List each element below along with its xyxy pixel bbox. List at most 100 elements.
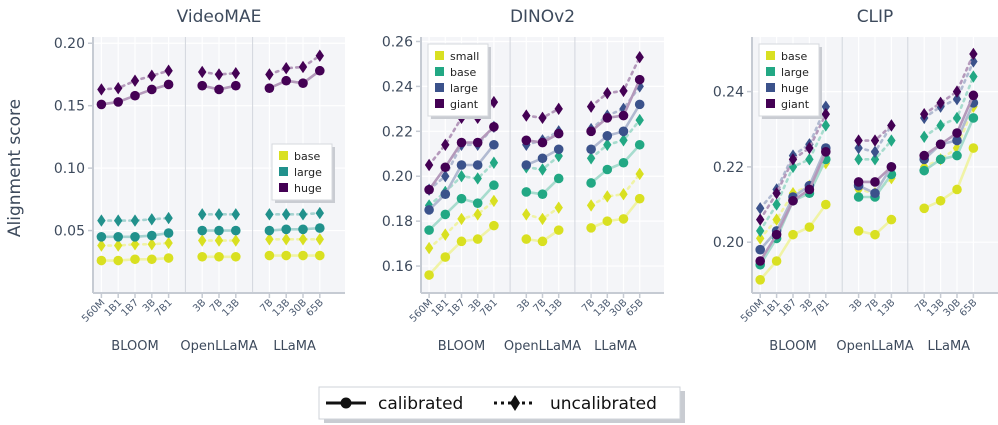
uncalibrated-point: [603, 86, 612, 100]
calibrated-point: [618, 126, 629, 137]
calibrated-point: [952, 150, 962, 161]
calibrated-point: [298, 224, 308, 235]
legend-swatch: [766, 83, 775, 92]
uncalibrated-point: [854, 134, 863, 147]
uncalibrated-point: [952, 111, 962, 125]
calibrated-point: [489, 220, 499, 231]
uncalibrated-point: [489, 95, 499, 109]
calibrated-point: [804, 184, 815, 195]
uncalibrated-point: [298, 208, 308, 221]
uncalibrated-point: [586, 100, 596, 113]
legend-label: base: [450, 66, 476, 79]
chart-title: CLIP: [857, 7, 894, 27]
legend-label: base: [781, 50, 807, 63]
uncalibrated-point: [97, 239, 106, 252]
calibrated-point: [147, 254, 157, 265]
y-tick-label: 0.05: [54, 224, 85, 240]
legend-label: large: [450, 82, 478, 95]
uncalibrated-line: [589, 55, 642, 108]
legend: base large huge: [271, 143, 335, 203]
uncalibrated-point: [298, 233, 308, 246]
uncalibrated-point: [603, 138, 612, 151]
legend-swatch: [435, 99, 444, 108]
calibrated-point: [264, 225, 275, 236]
calibrated-point: [853, 192, 864, 202]
uncalibrated-point: [114, 82, 123, 95]
uncalibrated-line: [922, 60, 975, 120]
legend-uncalibrated-label: uncalibrated: [550, 394, 657, 414]
uncalibrated-point: [231, 208, 240, 221]
calibrated-point: [264, 83, 275, 93]
calibrated-point: [231, 251, 241, 262]
uncalibrated-point: [952, 85, 962, 98]
calibrated-point: [870, 177, 880, 187]
calibrated-point: [281, 75, 292, 86]
x-tick-label: 3B: [191, 297, 208, 314]
x-tick-label: 3B: [515, 297, 532, 314]
calibrated-point: [618, 110, 629, 121]
uncalibrated-point: [114, 214, 123, 227]
calibrated-point: [968, 90, 979, 101]
uncalibrated-point: [130, 74, 140, 87]
y-tick-label: 0.16: [382, 259, 413, 275]
calibrated-point: [771, 256, 782, 266]
uncalibrated-line: [268, 211, 322, 216]
x-tick-label: 3B: [848, 297, 865, 314]
calibrated-point: [919, 150, 929, 161]
legend-label: huge: [294, 182, 322, 195]
calibrated-point: [197, 251, 207, 262]
uncalibrated-point: [265, 208, 274, 221]
uncalibrated-point: [554, 201, 563, 214]
calibrated-point: [968, 113, 979, 123]
calibrated-point: [147, 84, 157, 95]
uncalibrated-point: [441, 228, 450, 241]
calibrated-point: [197, 80, 207, 91]
legend-label: base: [294, 150, 320, 163]
calibrated-point: [886, 162, 897, 172]
legend-swatch: [766, 51, 775, 60]
uncalibrated-point: [424, 241, 434, 255]
calibrated-line: [923, 102, 975, 161]
x-tick-label: 13B: [220, 297, 242, 319]
uncalibrated-point: [887, 134, 896, 147]
calibrated-point: [618, 157, 629, 168]
chart-title: DINOv2: [510, 7, 575, 27]
uncalibrated-point: [538, 212, 547, 226]
y-tick-label: 0.20: [713, 235, 744, 251]
calibrated-point: [919, 165, 929, 176]
uncalibrated-point: [130, 238, 140, 251]
calibrated-point: [553, 173, 564, 184]
calibrated-point: [315, 223, 325, 233]
calibrated-point: [456, 236, 467, 247]
y-tick-label: 0.22: [382, 124, 413, 140]
calibrated-point: [521, 234, 532, 244]
uncalibrated-line: [922, 75, 975, 139]
group-label: LLaMA: [594, 339, 637, 354]
y-tick-label: 0.24: [382, 79, 413, 95]
uncalibrated-point: [198, 234, 207, 247]
uncalibrated-point: [441, 170, 450, 183]
calibrated-point: [521, 135, 532, 146]
uncalibrated-point: [198, 65, 207, 79]
uncalibrated-point: [756, 202, 765, 215]
uncalibrated-point: [969, 55, 978, 68]
uncalibrated-point: [315, 233, 324, 246]
calibrated-line: [269, 226, 320, 232]
uncalibrated-point: [265, 233, 274, 246]
calibrated-point: [618, 214, 629, 224]
calibrated-point: [586, 223, 596, 233]
uncalibrated-point: [870, 134, 880, 147]
uncalibrated-point: [424, 158, 434, 172]
calibrated-point: [537, 236, 548, 247]
uncalibrated-point: [772, 213, 781, 226]
calibrated-point: [788, 229, 798, 240]
uncalibrated-point: [214, 68, 224, 81]
calibrated-point: [472, 160, 483, 170]
calibrated-line: [268, 69, 321, 90]
uncalibrated-point: [854, 153, 863, 166]
uncalibrated-point: [214, 208, 224, 221]
uncalibrated-point: [538, 111, 547, 125]
group-label: OpenLLaMA: [836, 339, 913, 354]
uncalibrated-point: [114, 239, 123, 252]
group-label: BLOOM: [111, 339, 158, 354]
